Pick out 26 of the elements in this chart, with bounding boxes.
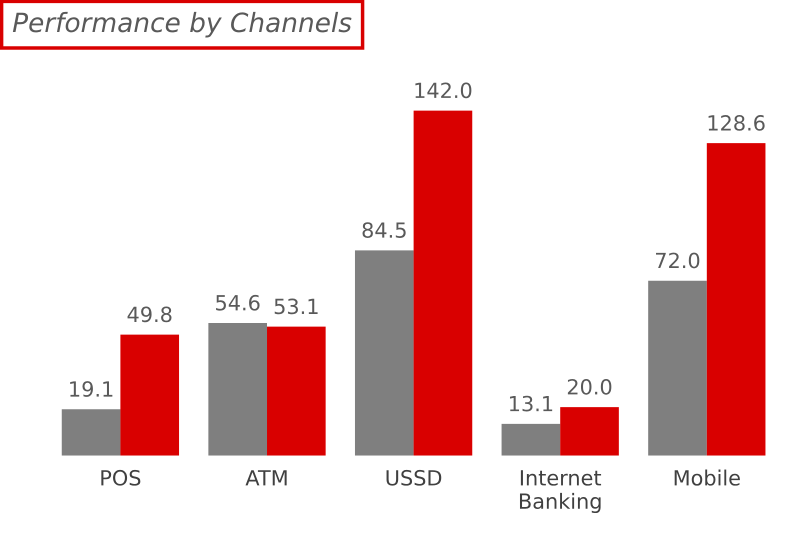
bar	[414, 110, 472, 456]
x-tick-label: Mobile	[674, 470, 740, 486]
bar	[267, 326, 326, 456]
bar	[120, 334, 180, 456]
data-label: 49.8	[128, 306, 172, 322]
bar	[354, 250, 414, 456]
data-label: 53.1	[274, 298, 318, 314]
bar	[560, 407, 619, 456]
bar	[706, 143, 766, 456]
bar	[62, 409, 120, 456]
data-label: 20.0	[568, 378, 612, 395]
bar	[502, 424, 560, 456]
x-tick-label: USSD	[386, 470, 442, 486]
data-label: 13.1	[510, 396, 552, 412]
data-label: 142.0	[415, 82, 472, 98]
x-tick-label: ATM	[246, 470, 287, 486]
data-label: 84.5	[362, 222, 406, 238]
bar	[648, 280, 707, 456]
chart-title: Performance by Channels	[12, 12, 352, 38]
x-tick-label: POS	[101, 470, 140, 486]
bar	[208, 322, 268, 456]
data-label: 19.1	[70, 381, 112, 397]
data-label: 54.6	[216, 294, 260, 311]
data-label: 128.6	[708, 115, 765, 131]
data-label: 72.0	[656, 252, 700, 268]
x-tick-label: Internet Banking	[520, 470, 602, 514]
